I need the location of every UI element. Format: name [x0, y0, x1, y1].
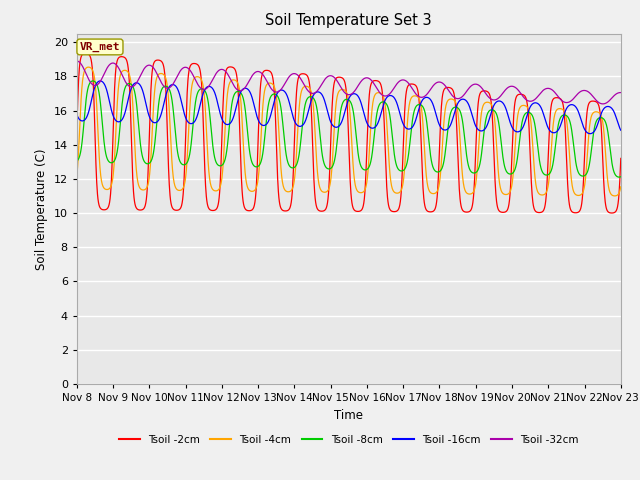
Legend: Tsoil -2cm, Tsoil -4cm, Tsoil -8cm, Tsoil -16cm, Tsoil -32cm: Tsoil -2cm, Tsoil -4cm, Tsoil -8cm, Tsoi… [115, 431, 583, 449]
Title: Soil Temperature Set 3: Soil Temperature Set 3 [266, 13, 432, 28]
X-axis label: Time: Time [334, 408, 364, 421]
Y-axis label: Soil Temperature (C): Soil Temperature (C) [35, 148, 48, 270]
Text: VR_met: VR_met [80, 42, 120, 52]
